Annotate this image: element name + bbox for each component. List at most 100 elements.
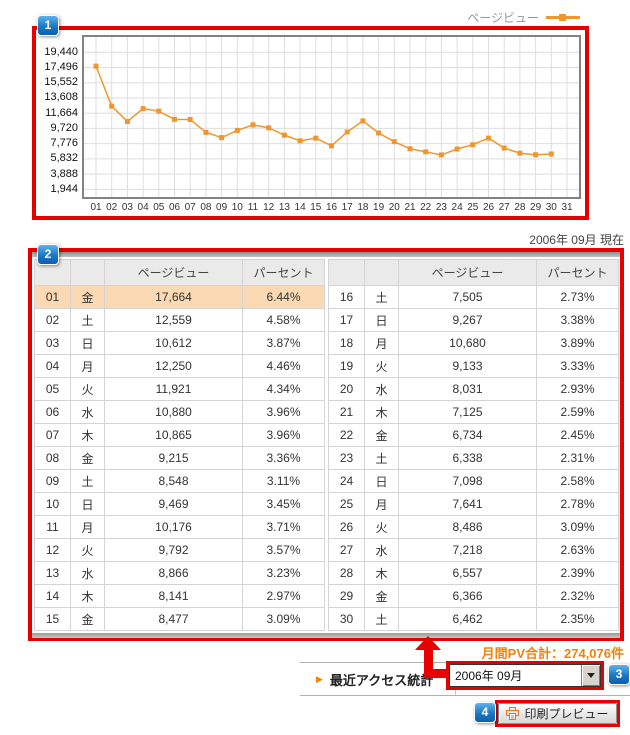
x-tick-label: 14 xyxy=(294,202,306,213)
table-row: 05 火 11,921 4.34% xyxy=(34,377,325,401)
pageviews-cell: 10,612 xyxy=(104,331,243,355)
table-row: 15 金 8,477 3.09% xyxy=(34,607,325,631)
table-row: 08 金 9,215 3.36% xyxy=(34,446,325,470)
annotation-box-print: 印刷プレビュー xyxy=(495,700,620,727)
x-tick-label: 31 xyxy=(561,202,573,213)
day-number-cell: 28 xyxy=(328,561,365,585)
day-of-week-cell: 火 xyxy=(364,515,399,539)
select-dropdown-button[interactable] xyxy=(581,665,600,686)
month-select[interactable]: 2006年 09月 xyxy=(449,664,601,687)
pageviews-cell: 8,031 xyxy=(398,377,537,401)
annotation-box-chart: 19,440 17,496 15,552 13,608 11,664 9,720 7,776… xyxy=(32,26,589,220)
chart-legend-label: ページビュー xyxy=(467,11,539,25)
table-row: 07 木 10,865 3.96% xyxy=(34,423,325,447)
percent-cell: 2.93% xyxy=(536,377,619,401)
annotation-badge-3: 3 xyxy=(608,664,630,685)
day-number-cell: 29 xyxy=(328,584,365,608)
print-preview-button[interactable]: 印刷プレビュー xyxy=(498,703,617,724)
day-number-cell: 12 xyxy=(34,538,71,562)
y-tick-label: 11,664 xyxy=(45,106,78,119)
pageviews-cell: 7,218 xyxy=(398,538,537,562)
day-of-week-cell: 木 xyxy=(364,400,399,424)
y-tick-label: 19,440 xyxy=(44,45,78,58)
pageviews-cell: 9,267 xyxy=(398,308,537,332)
day-of-week-cell: 金 xyxy=(364,584,399,608)
day-number-cell: 15 xyxy=(34,607,71,631)
data-point-marker xyxy=(250,122,256,128)
day-number-cell: 27 xyxy=(328,538,365,562)
data-point-marker xyxy=(187,116,193,122)
pageviews-cell: 7,098 xyxy=(398,469,537,493)
pageview-series-line xyxy=(95,65,552,156)
data-point-marker xyxy=(360,118,366,124)
percent-cell: 2.73% xyxy=(536,285,619,309)
percent-cell: 3.11% xyxy=(242,469,325,493)
data-point-marker xyxy=(407,146,413,152)
x-tick-label: 15 xyxy=(310,202,322,213)
data-point-marker xyxy=(281,132,287,138)
table-row: 21 木 7,125 2.59% xyxy=(328,400,619,424)
y-tick-label: 3,888 xyxy=(50,167,78,180)
data-point-marker xyxy=(266,125,272,131)
percent-cell: 3.89% xyxy=(536,331,619,355)
percent-cell: 3.45% xyxy=(242,492,325,516)
day-of-week-cell: 土 xyxy=(364,446,399,470)
pageviews-cell: 10,865 xyxy=(104,423,243,447)
day-number-cell: 08 xyxy=(34,446,71,470)
pageviews-cell: 8,548 xyxy=(104,469,243,493)
annotation-arrow-horizontal xyxy=(424,669,448,678)
data-point-marker xyxy=(297,138,303,144)
day-number-cell: 02 xyxy=(34,308,71,332)
percent-cell: 2.45% xyxy=(536,423,619,447)
data-point-marker xyxy=(548,151,554,157)
x-tick-label: 21 xyxy=(404,202,416,213)
day-of-week-cell: 月 xyxy=(70,515,105,539)
x-tick-label: 05 xyxy=(153,202,165,213)
x-tick-label: 04 xyxy=(137,202,149,213)
day-of-week-cell: 日 xyxy=(364,469,399,493)
pageviews-cell: 11,921 xyxy=(104,377,243,401)
percent-cell: 2.97% xyxy=(242,584,325,608)
pageviews-cell: 9,469 xyxy=(104,492,243,516)
data-point-marker xyxy=(454,146,460,152)
percent-cell: 3.87% xyxy=(242,331,325,355)
day-of-week-cell: 水 xyxy=(364,377,399,401)
annotation-arrow-head xyxy=(415,636,441,650)
x-tick-label: 11 xyxy=(247,202,259,213)
percent-cell: 2.32% xyxy=(536,584,619,608)
day-of-week-cell: 金 xyxy=(70,607,105,631)
day-number-cell: 24 xyxy=(328,469,365,493)
x-tick-label: 07 xyxy=(184,202,196,213)
day-of-week-cell: 月 xyxy=(70,354,105,378)
pageviews-cell: 6,462 xyxy=(398,607,537,631)
percent-cell: 2.59% xyxy=(536,400,619,424)
day-number-cell: 30 xyxy=(328,607,365,631)
percent-cell: 4.58% xyxy=(242,308,325,332)
x-tick-label: 18 xyxy=(357,202,369,213)
legend-marker xyxy=(559,14,566,21)
pageviews-cell: 7,505 xyxy=(398,285,537,309)
data-point-marker xyxy=(93,63,99,69)
data-point-marker xyxy=(203,129,209,135)
day-of-week-cell: 月 xyxy=(364,492,399,516)
data-point-marker xyxy=(156,108,162,114)
x-tick-label: 01 xyxy=(90,202,102,213)
table-row: 23 土 6,338 2.31% xyxy=(328,446,619,470)
x-tick-label: 27 xyxy=(498,202,510,213)
table-row: 10 日 9,469 3.45% xyxy=(34,492,325,516)
y-tick-label: 5,832 xyxy=(50,152,78,165)
percent-cell: 3.33% xyxy=(536,354,619,378)
annotation-box-month-select: 2006年 09月 xyxy=(446,661,604,690)
x-tick-label: 30 xyxy=(545,202,557,213)
pageviews-cell: 7,641 xyxy=(398,492,537,516)
day-of-week-cell: 月 xyxy=(364,331,399,355)
percent-cell: 2.31% xyxy=(536,446,619,470)
x-tick-label: 19 xyxy=(373,202,385,213)
data-point-marker xyxy=(124,118,130,124)
header-percent-cell: パーセント xyxy=(536,259,619,286)
header-dow-cell xyxy=(364,259,399,286)
day-of-week-cell: 土 xyxy=(70,469,105,493)
day-number-cell: 16 xyxy=(328,285,365,309)
percent-cell: 3.96% xyxy=(242,423,325,447)
y-tick-label: 7,776 xyxy=(50,137,78,150)
